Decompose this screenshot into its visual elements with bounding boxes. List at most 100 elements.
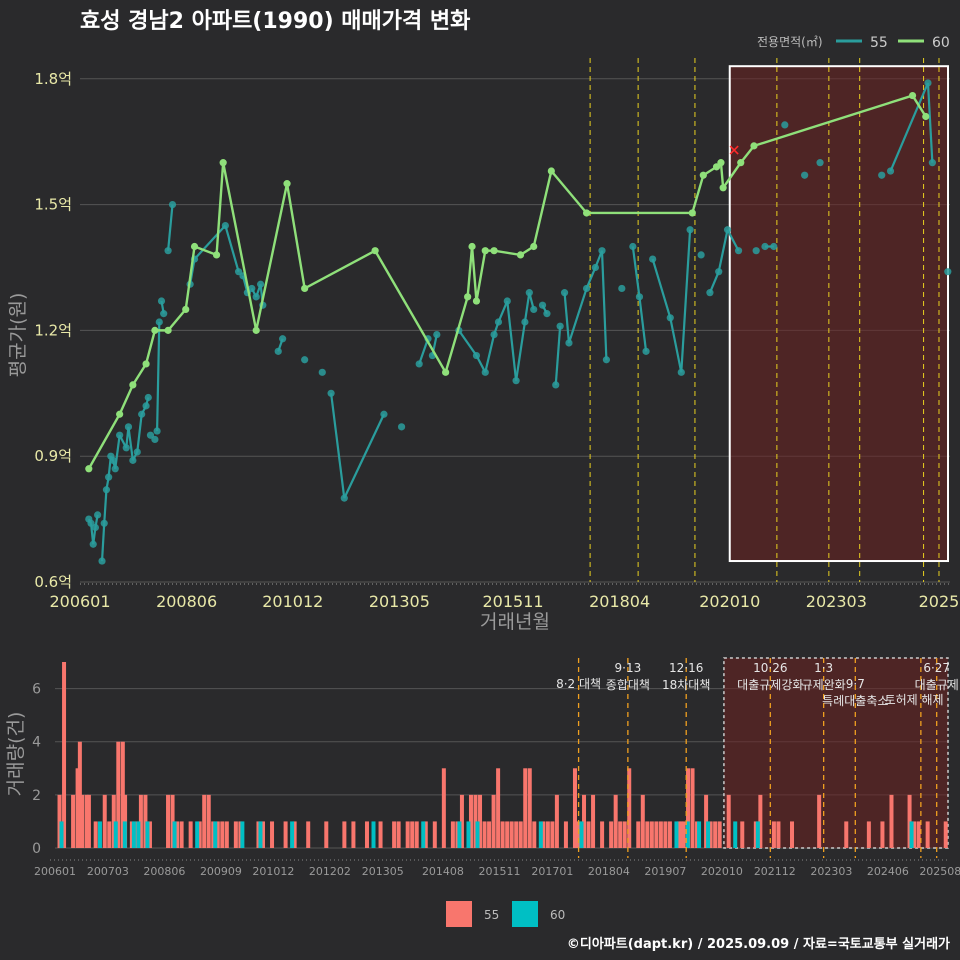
series-55-point <box>565 339 573 347</box>
bar-55 <box>771 821 776 848</box>
bar-55 <box>582 794 587 848</box>
top-series <box>85 79 952 565</box>
bar-55 <box>197 821 202 848</box>
series-55-point <box>252 293 260 301</box>
series-60-point <box>129 381 137 389</box>
bar-60 <box>213 821 218 848</box>
bottom-policy-lines <box>577 658 938 858</box>
bar-55 <box>627 768 632 848</box>
bar-55 <box>622 821 627 848</box>
top-x-tick-label: 201511 <box>482 592 543 611</box>
bar-55 <box>717 821 722 848</box>
series-55-point <box>160 310 168 318</box>
bar-55 <box>550 821 555 848</box>
series-55-point <box>111 465 119 473</box>
series-60-point <box>922 112 930 121</box>
series-55-segment <box>343 413 385 499</box>
series-55-point <box>100 519 108 527</box>
bar-55 <box>618 821 623 848</box>
policy-annotation: 종합대책 <box>606 677 650 692</box>
bar-60 <box>697 821 702 848</box>
policy-annotation: 특례대출축소 <box>822 694 888 708</box>
bottom-x-tick-label: 202010 <box>701 865 743 878</box>
top-y-tick-label: 1.8억 <box>34 70 72 88</box>
legend-title: 전용면적(㎡) <box>757 35 823 49</box>
bar-55 <box>478 794 483 848</box>
series-55-segment <box>100 523 106 562</box>
series-55-segment <box>554 326 562 385</box>
bar-55 <box>351 821 356 848</box>
series-55-point <box>155 318 163 326</box>
bottom-x-tick-label: 202112 <box>754 865 796 878</box>
series-55-point <box>530 305 538 314</box>
top-y-axis-title: 평균가(원) <box>7 293 29 378</box>
top-highlight-box <box>728 65 949 563</box>
series-55-point <box>279 335 287 343</box>
legend-label-60: 60 <box>932 35 950 51</box>
series-55-segment <box>167 204 174 251</box>
series-55-point <box>481 368 489 376</box>
bottom-x-tick-label: 201305 <box>362 865 404 878</box>
series-55-point <box>142 402 150 410</box>
bar-55 <box>414 821 419 848</box>
bar-55 <box>586 821 591 848</box>
bar-55 <box>575 821 580 848</box>
bar-55 <box>925 821 930 848</box>
policy-annotation: 대출규제강화 <box>737 678 803 692</box>
series-55-segment <box>329 393 346 499</box>
series-55-point <box>816 159 824 167</box>
bottom-x-tick-label: 201511 <box>478 865 520 878</box>
bar-55 <box>591 794 596 848</box>
policy-annotation: 9·7 <box>846 677 865 691</box>
series-55-point <box>642 347 650 355</box>
bottom-x-tick-label: 202303 <box>810 865 852 878</box>
series-55-point <box>924 79 932 87</box>
policy-annotation: 토허제 해제 <box>885 693 944 707</box>
top-x-tick-label: 200601 <box>49 592 110 611</box>
series-55-point <box>543 310 551 318</box>
bottom-x-tick-label: 200703 <box>87 865 129 878</box>
bar-55 <box>62 662 67 848</box>
bar-55 <box>202 794 207 848</box>
series-60-point <box>85 465 93 473</box>
series-55-segment <box>889 82 929 172</box>
series-55-point <box>582 284 591 293</box>
series-55-segment <box>651 258 672 319</box>
series-55-point <box>761 242 769 251</box>
bar-55 <box>527 768 532 848</box>
bottom-axis: 200601 200703 200806 200909 201012 201202 2013… <box>34 859 960 878</box>
legend-bottom-55: 55 <box>484 908 499 922</box>
series-55-point <box>512 377 520 385</box>
bar-55 <box>107 821 112 848</box>
top-highlight <box>728 65 949 563</box>
series-55-point <box>340 494 348 502</box>
bar-55 <box>292 821 297 848</box>
series-55-point <box>618 284 626 293</box>
series-55-point <box>723 226 732 234</box>
series-60-point <box>151 326 159 334</box>
top-x-tick-label: 202303 <box>806 592 867 611</box>
bar-55 <box>532 821 537 848</box>
series-60-point <box>252 326 260 334</box>
policy-annotation: 1·3 <box>814 661 833 675</box>
series-55-segment <box>631 246 641 297</box>
policy-annotation: 8·2 대책 <box>556 676 601 691</box>
bar-55 <box>844 821 849 848</box>
bottom-bars <box>57 662 948 848</box>
bar-55 <box>270 821 275 848</box>
bar-55 <box>179 821 184 848</box>
bar-55 <box>523 768 528 848</box>
series-60-point <box>750 142 758 150</box>
bar-55 <box>505 821 510 848</box>
series-55-point <box>248 284 256 293</box>
series-55-point <box>752 247 760 255</box>
series-55-point <box>129 456 137 464</box>
series-55-segment <box>497 300 509 323</box>
top-axis: 0.6억 0.9억 1.2억 1.5억 1.8억 200601 200806 201012 20… <box>34 70 959 611</box>
bar-55 <box>912 821 917 848</box>
bar-55 <box>679 821 684 848</box>
series-55-point <box>433 330 441 339</box>
series-55-point <box>109 456 117 464</box>
bar-55 <box>166 794 171 848</box>
